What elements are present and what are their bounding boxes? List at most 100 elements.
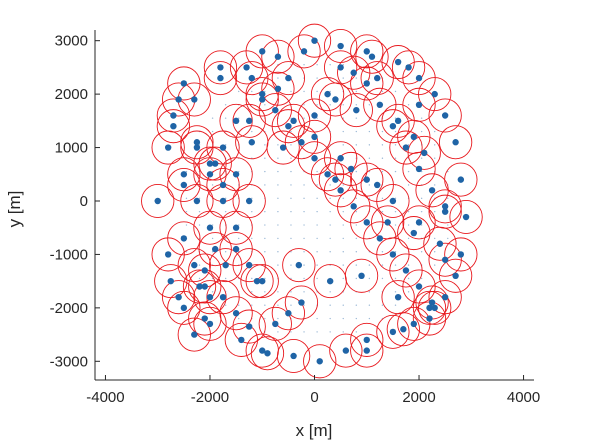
grid-dot — [420, 130, 423, 133]
data-point — [324, 90, 331, 98]
data-point — [219, 293, 227, 301]
grid-dot — [381, 210, 384, 213]
influence-circle — [209, 248, 243, 283]
grid-dot — [342, 104, 344, 106]
influence-circle — [310, 77, 345, 112]
grid-dot — [342, 117, 344, 119]
grid-dot — [303, 197, 305, 200]
grid-dot — [329, 331, 331, 333]
influence-circle — [444, 237, 478, 272]
data-point — [410, 229, 417, 237]
grid-dot — [303, 277, 305, 280]
influence-circle — [287, 34, 321, 69]
grid-dot — [420, 277, 423, 280]
grid-dot — [394, 117, 397, 119]
grid-dot — [368, 144, 371, 146]
grid-dot — [381, 197, 384, 200]
influence-circle — [167, 221, 201, 256]
influence-circle — [376, 183, 410, 219]
grid-dot — [420, 170, 423, 173]
grid-dot — [238, 224, 240, 226]
grid-dot — [290, 64, 292, 66]
data-point — [272, 106, 279, 114]
grid-dot — [316, 77, 318, 79]
data-point — [441, 208, 449, 215]
data-point — [337, 155, 344, 162]
data-point — [259, 96, 266, 103]
data-point — [376, 235, 384, 242]
data-point — [193, 139, 201, 146]
grid-dot — [355, 277, 358, 280]
grid-dot — [251, 130, 253, 133]
influence-circle — [350, 322, 384, 357]
data-point — [193, 197, 201, 205]
data-point — [298, 139, 305, 146]
grid-dot — [355, 104, 358, 106]
influence-circle — [180, 125, 214, 160]
grid-dot — [198, 210, 201, 213]
influence-circle — [235, 125, 269, 160]
data-point — [332, 96, 339, 103]
grid-dot — [355, 304, 358, 306]
influence-circle — [161, 280, 196, 315]
data-point — [394, 58, 402, 66]
grid-dot — [434, 237, 436, 240]
data-point — [290, 117, 297, 125]
grid-dot — [329, 291, 331, 293]
grid-dot — [368, 170, 371, 173]
data-point — [164, 251, 172, 258]
grid-dot — [224, 304, 227, 306]
grid-dot — [264, 104, 266, 106]
grid-dot — [264, 251, 266, 253]
influence-circle — [258, 306, 292, 341]
influence-circle — [276, 103, 311, 138]
grid-dot — [407, 237, 410, 240]
grid-dot — [329, 304, 331, 306]
grid-dot — [264, 184, 266, 186]
data-point — [170, 112, 177, 119]
grid-dot — [316, 197, 318, 200]
grid-dot — [290, 237, 292, 240]
grid-dot — [290, 224, 292, 226]
influence-circle — [438, 258, 473, 293]
influence-circle — [167, 167, 201, 202]
grid-dot — [368, 130, 371, 133]
data-point — [212, 245, 219, 253]
influence-circle — [276, 338, 311, 373]
data-point — [415, 74, 423, 82]
influence-circle — [282, 248, 316, 283]
grid-dot — [434, 144, 436, 146]
grid-dot — [368, 277, 371, 280]
data-point — [363, 176, 370, 183]
data-point — [428, 187, 436, 194]
grid-dot — [342, 77, 344, 79]
grid-dot — [211, 277, 214, 280]
grid-dot — [303, 117, 305, 119]
grid-dot — [290, 304, 292, 306]
data-point — [428, 299, 436, 306]
y-tick-label: -3000 — [50, 353, 88, 370]
grid-dot — [290, 90, 292, 93]
data-point — [462, 213, 470, 221]
grid-dot — [316, 210, 318, 213]
data-point — [337, 64, 344, 71]
data-point — [400, 326, 407, 333]
influence-circle — [261, 39, 295, 74]
grid-dot — [251, 197, 253, 200]
x-axis-label: x [m] — [296, 421, 333, 440]
grid-dot — [264, 90, 266, 93]
data-point — [217, 64, 224, 71]
data-point — [232, 224, 240, 231]
grid-dot — [329, 197, 331, 200]
influence-circle — [203, 61, 238, 96]
grid-dot — [407, 144, 410, 146]
grid-dot — [355, 170, 358, 173]
grid-dot — [251, 90, 253, 93]
data-point — [415, 165, 423, 173]
data-point — [298, 299, 305, 306]
influence-circle — [245, 34, 279, 69]
grid-dot — [290, 184, 292, 186]
influence-circle — [339, 93, 373, 128]
grid-dot — [394, 251, 397, 253]
axes: -4000 -2000 0 2000 4000 -3000 -2000 -1000 0 1000 2… — [50, 30, 540, 406]
